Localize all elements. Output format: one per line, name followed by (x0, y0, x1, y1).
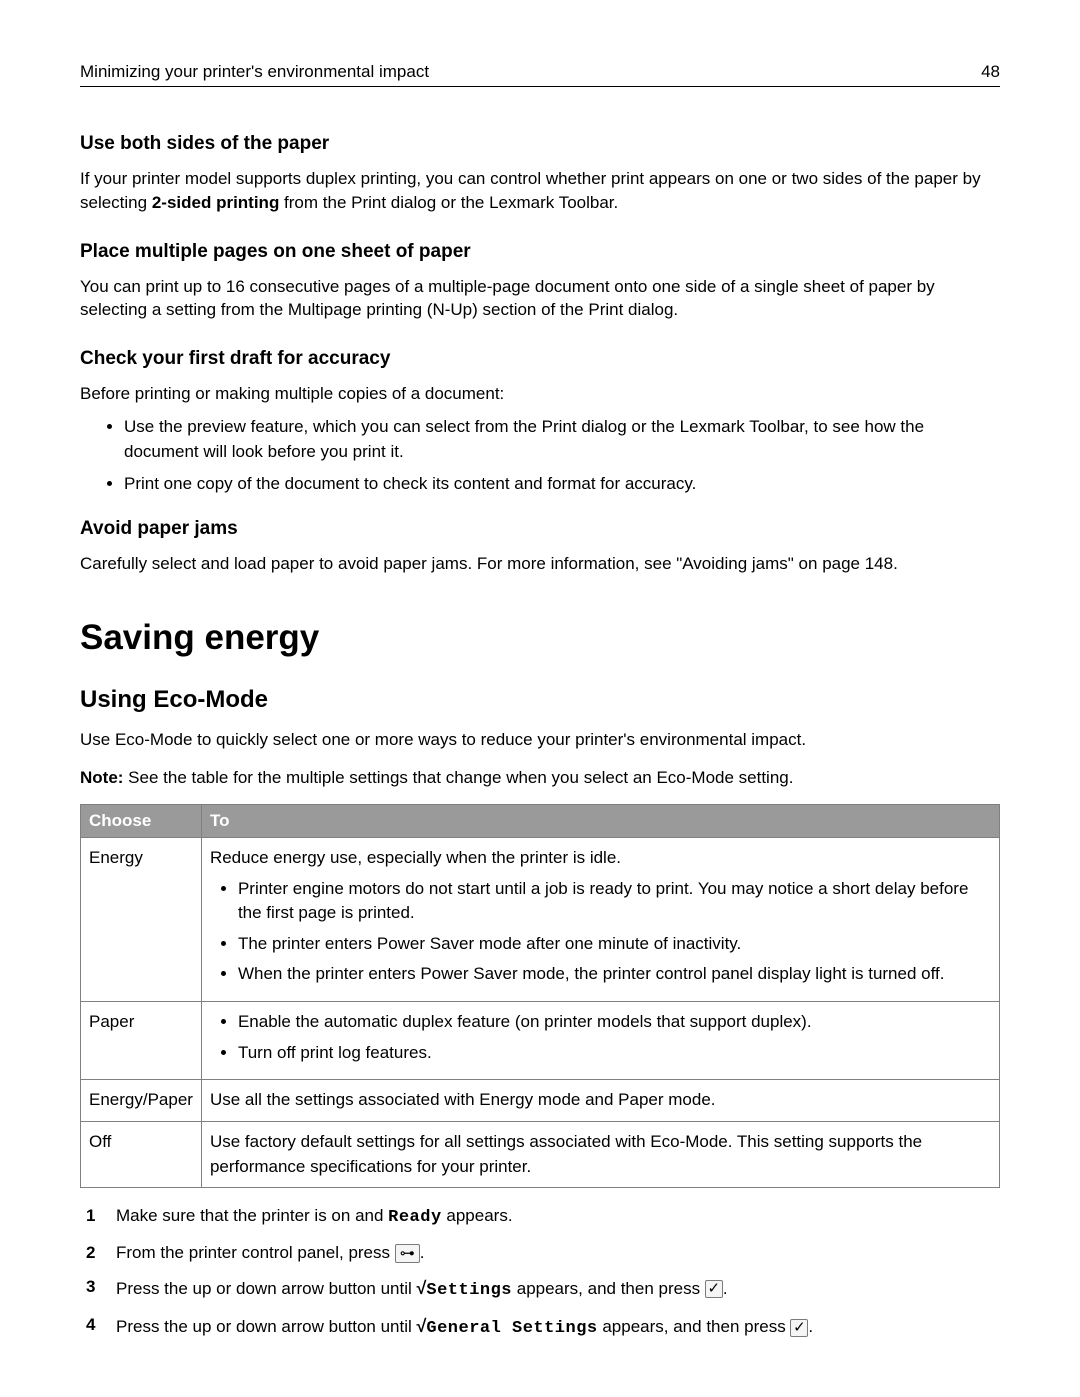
heading-multiple-pages: Place multiple pages on one sheet of pap… (80, 241, 1000, 263)
th-to: To (201, 804, 999, 837)
text: appears. (442, 1206, 513, 1225)
text: Press the up or down arrow button until (116, 1279, 417, 1298)
cell-paper: Paper (81, 1002, 202, 1080)
text: appears, and then press (598, 1317, 791, 1336)
paragraph-check-intro: Before printing or making multiple copie… (80, 382, 1000, 406)
heading-saving-energy: Saving energy (80, 618, 1000, 658)
mono-text-ready: Ready (388, 1208, 442, 1227)
text: Make sure that the printer is on and (116, 1206, 388, 1225)
text: . (420, 1243, 425, 1262)
sqrt-icon: √ (417, 1278, 427, 1298)
mono-text-general-settings: General Settings (426, 1319, 597, 1338)
table-row: Energy Reduce energy use, especially whe… (81, 837, 1000, 1001)
cell-energy-paper-desc: Use all the settings associated with Ene… (201, 1080, 999, 1122)
th-choose: Choose (81, 804, 202, 837)
note-label: Note: (80, 768, 123, 787)
text: . (723, 1279, 728, 1298)
page-number: 48 (981, 62, 1000, 82)
table-row: Paper Enable the automatic duplex featur… (81, 1002, 1000, 1080)
text: From the printer control panel, press (116, 1243, 395, 1262)
paragraph-eco-intro: Use Eco-Mode to quickly select one or mo… (80, 728, 1000, 752)
check-key-icon: ✓ (705, 1280, 723, 1298)
list-item: Enable the automatic duplex feature (on … (238, 1010, 991, 1035)
steps-list: Make sure that the printer is on and Rea… (80, 1200, 1000, 1345)
list-item: Print one copy of the document to check … (124, 471, 1000, 497)
bullet-list: Printer engine motors do not start until… (210, 877, 991, 988)
paragraph-multiple-pages: You can print up to 16 consecutive pages… (80, 275, 1000, 323)
text: Press the up or down arrow button until (116, 1317, 417, 1336)
cell-energy: Energy (81, 837, 202, 1001)
text: . (808, 1317, 813, 1336)
heading-check-draft: Check your first draft for accuracy (80, 348, 1000, 370)
text: appears, and then press (512, 1279, 705, 1298)
list-item: Turn off print log features. (238, 1041, 991, 1066)
page-header: Minimizing your printer's environmental … (80, 62, 1000, 87)
cell-energy-desc: Reduce energy use, especially when the p… (201, 837, 999, 1001)
cell-off-desc: Use factory default settings for all set… (201, 1122, 999, 1188)
step-item: Make sure that the printer is on and Rea… (110, 1200, 1000, 1234)
step-item: Press the up or down arrow button until … (110, 1309, 1000, 1345)
bullet-list-check-draft: Use the preview feature, which you can s… (80, 414, 1000, 497)
list-item: Use the preview feature, which you can s… (124, 414, 1000, 465)
text: Reduce energy use, especially when the p… (210, 848, 621, 867)
table-row: Energy/Paper Use all the settings associ… (81, 1080, 1000, 1122)
step-item: Press the up or down arrow button until … (110, 1271, 1000, 1307)
table-row: Off Use factory default settings for all… (81, 1122, 1000, 1188)
sqrt-icon: √ (417, 1316, 427, 1336)
text-bold-2sided: 2-sided printing (152, 193, 280, 212)
check-key-icon: ✓ (790, 1319, 808, 1337)
list-item: When the printer enters Power Saver mode… (238, 962, 991, 987)
heading-avoid-jams: Avoid paper jams (80, 518, 1000, 540)
cell-paper-desc: Enable the automatic duplex feature (on … (201, 1002, 999, 1080)
list-item: Printer engine motors do not start until… (238, 877, 991, 926)
paragraph-avoid-jams: Carefully select and load paper to avoid… (80, 552, 1000, 576)
note-text: See the table for the multiple settings … (123, 768, 793, 787)
menu-key-icon: ⊶ (395, 1244, 420, 1263)
bullet-list: Enable the automatic duplex feature (on … (210, 1010, 991, 1065)
step-item: From the printer control panel, press ⊶. (110, 1237, 1000, 1269)
eco-mode-table: Choose To Energy Reduce energy use, espe… (80, 804, 1000, 1188)
heading-using-eco-mode: Using Eco-Mode (80, 686, 1000, 714)
paragraph-use-both-sides: If your printer model supports duplex pr… (80, 167, 1000, 215)
mono-text-settings: Settings (426, 1281, 512, 1300)
cell-off: Off (81, 1122, 202, 1188)
table-header-row: Choose To (81, 804, 1000, 837)
paragraph-eco-note: Note: See the table for the multiple set… (80, 766, 1000, 790)
header-title: Minimizing your printer's environmental … (80, 62, 429, 82)
cell-energy-paper: Energy/Paper (81, 1080, 202, 1122)
text: from the Print dialog or the Lexmark Too… (279, 193, 618, 212)
list-item: The printer enters Power Saver mode afte… (238, 932, 991, 957)
document-page: Minimizing your printer's environmental … (0, 0, 1080, 1387)
heading-use-both-sides: Use both sides of the paper (80, 133, 1000, 155)
